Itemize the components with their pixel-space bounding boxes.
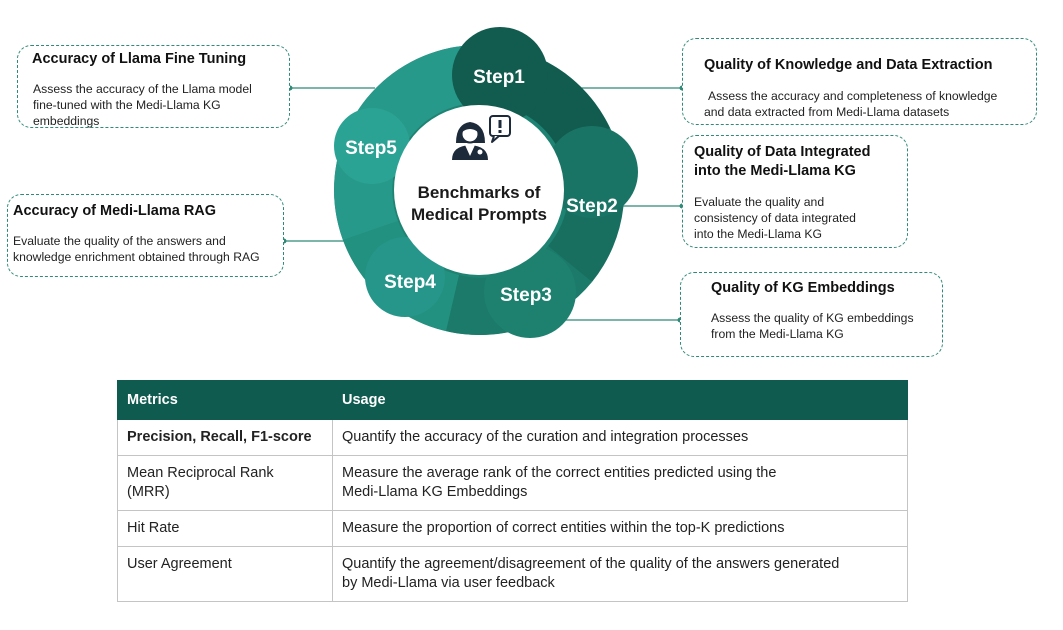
table-row: User Agreement Quantify the agreement/di… xyxy=(117,546,908,602)
doctor-question-icon xyxy=(452,115,511,160)
callout-title: Quality of KG Embeddings xyxy=(711,280,895,296)
callout-integration: Quality of Data Integrated into the Medi… xyxy=(682,135,908,248)
metrics-table: Metrics Usage Precision, Recall, F1-scor… xyxy=(117,380,908,602)
callout-desc: Evaluate the quality of the answers and … xyxy=(13,233,260,265)
step-label-2: Step2 xyxy=(566,196,618,217)
desc-line: Assess the accuracy and completeness of … xyxy=(708,89,998,103)
callout-desc: Assess the accuracy and completeness of … xyxy=(704,88,997,120)
usage-line: Quantify the accuracy of the curation an… xyxy=(342,429,749,445)
desc-line: fine-tuned with the Medi-Llama KG xyxy=(33,98,221,112)
step5-bubble xyxy=(334,108,410,184)
usage-line: Quantify the agreement/disagreement of t… xyxy=(342,556,840,572)
metric-cell: Hit Rate xyxy=(117,510,333,547)
step-label-3: Step3 xyxy=(500,285,552,306)
callout-title: Accuracy of Medi-Llama RAG xyxy=(13,203,217,219)
callout-title: Accuracy of Llama Fine Tuning xyxy=(32,51,247,67)
metric-line: User Agreement xyxy=(127,556,232,572)
table-row: Mean Reciprocal Rank (MRR) Measure the a… xyxy=(117,455,908,511)
table-row: Precision, Recall, F1-score Quantify the… xyxy=(117,419,908,456)
usage-line: Medi-Llama KG Embeddings xyxy=(342,484,528,500)
desc-line: Assess the accuracy of the Llama model xyxy=(33,82,252,96)
center-title-line2: Medical Prompts xyxy=(410,205,548,224)
usage-cell: Measure the proportion of correct entiti… xyxy=(332,510,908,547)
center-title-line1: Benchmarks of xyxy=(417,183,541,202)
header-usage: Usage xyxy=(332,380,908,420)
desc-line: into the Medi-Llama KG xyxy=(694,227,823,241)
callout-desc: Assess the accuracy of the Llama model f… xyxy=(33,81,252,129)
step1-bubble xyxy=(452,27,548,123)
metric-cell: Precision, Recall, F1-score xyxy=(117,419,333,456)
usage-line: by Medi-Llama via user feedback xyxy=(342,575,555,591)
usage-line: Measure the proportion of correct entiti… xyxy=(342,520,785,536)
desc-line: embeddings xyxy=(33,114,100,128)
desc-line: from the Medi-Llama KG xyxy=(711,327,844,341)
step-label-5: Step5 xyxy=(345,138,397,159)
table-header-row: Metrics Usage xyxy=(117,380,908,420)
step2-bubble xyxy=(546,126,638,218)
callout-title: Quality of Knowledge and Data Extraction xyxy=(704,57,993,73)
desc-line: Evaluate the quality and xyxy=(694,195,825,209)
title-line: into the Medi-Llama KG xyxy=(694,163,856,179)
callout-fine-tuning: Accuracy of Llama Fine Tuning Assess the… xyxy=(17,45,290,128)
desc-line: and data extracted from Medi-Llama datas… xyxy=(704,105,950,119)
callout-title: Quality of Data Integrated into the Medi… xyxy=(694,143,870,181)
usage-cell: Measure the average rank of the correct … xyxy=(332,455,908,511)
center-title: Benchmarks of Medical Prompts xyxy=(394,182,564,226)
metric-line: Mean Reciprocal Rank xyxy=(127,465,274,481)
metric-cell: Mean Reciprocal Rank (MRR) xyxy=(117,455,333,511)
usage-line: Measure the average rank of the correct … xyxy=(342,465,777,481)
step-label-1: Step1 xyxy=(473,67,525,88)
metric-cell: User Agreement xyxy=(117,546,333,602)
step4-bubble xyxy=(365,237,445,317)
title-line: Quality of Data Integrated xyxy=(694,144,871,160)
desc-line: Assess the quality of KG embeddings xyxy=(711,311,914,325)
callout-desc: Assess the quality of KG embeddings from… xyxy=(711,310,914,342)
usage-cell: Quantify the agreement/disagreement of t… xyxy=(332,546,908,602)
center-circle xyxy=(394,105,564,275)
step-label-4: Step4 xyxy=(384,272,436,293)
desc-line: knowledge enrichment obtained through RA… xyxy=(13,250,260,264)
usage-cell: Quantify the accuracy of the curation an… xyxy=(332,419,908,456)
metric-line: Precision, Recall, F1-score xyxy=(127,429,312,445)
desc-line: consistency of data integrated xyxy=(694,211,856,225)
desc-line: Evaluate the quality of the answers and xyxy=(13,234,226,248)
callout-extraction: Quality of Knowledge and Data Extraction… xyxy=(682,38,1037,125)
table-row: Hit Rate Measure the proportion of corre… xyxy=(117,510,908,547)
header-metrics: Metrics xyxy=(117,380,333,420)
ring-segment-step5 xyxy=(334,45,479,240)
callout-rag: Accuracy of Medi-Llama RAG Evaluate the … xyxy=(7,194,284,277)
metric-line: Hit Rate xyxy=(127,520,180,536)
callout-embeddings: Quality of KG Embeddings Assess the qual… xyxy=(680,272,943,357)
benchmark-ring-diagram: Step1 Step2 Step3 Step4 Step5 xyxy=(281,27,685,338)
metric-line: (MRR) xyxy=(127,484,170,500)
callout-desc: Evaluate the quality and consistency of … xyxy=(694,194,856,242)
